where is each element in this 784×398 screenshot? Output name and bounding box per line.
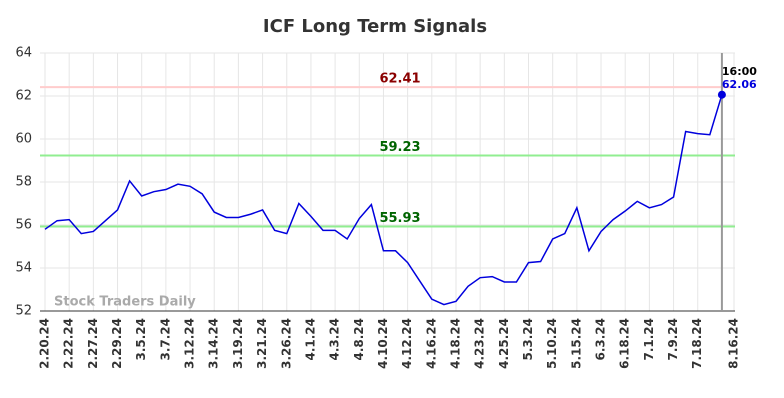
x-tick-label: 4.23.24 [473, 318, 487, 369]
x-tick-label: 2.20.24 [38, 318, 52, 369]
reference-label: 55.93 [379, 211, 420, 226]
x-tick-label: 4.8.24 [352, 318, 366, 361]
x-tick-label: 6.3.24 [594, 318, 608, 361]
watermark: Stock Traders Daily [54, 295, 196, 310]
x-tick-label: 3.21.24 [255, 318, 269, 369]
x-tick-label: 3.5.24 [134, 318, 148, 361]
x-tick-label: 7.18.24 [690, 318, 704, 369]
time-label: 16:00 [722, 65, 757, 78]
x-tick-label: 4.25.24 [497, 318, 511, 369]
y-tick-label: 62 [15, 89, 32, 104]
x-tick-label: 2.22.24 [62, 318, 76, 369]
y-tick-label: 52 [15, 304, 32, 319]
x-tick-label: 6.18.24 [618, 318, 632, 369]
y-tick-label: 58 [15, 175, 32, 190]
x-tick-label: 3.14.24 [207, 318, 221, 369]
y-tick-label: 56 [15, 218, 32, 233]
price-line [44, 94, 723, 306]
x-tick-label: 4.3.24 [328, 318, 342, 361]
x-tick-label: 3.7.24 [158, 318, 172, 361]
reference-label: 59.23 [379, 140, 420, 155]
x-tick-label: 5.10.24 [545, 318, 559, 369]
x-tick-label: 4.10.24 [376, 318, 390, 369]
y-tick-label: 54 [15, 261, 32, 276]
x-tick-label: 3.26.24 [279, 318, 293, 369]
x-tick-label: 5.15.24 [569, 318, 583, 369]
chart-title: ICF Long Term Signals [263, 16, 487, 37]
x-tick-label: 3.12.24 [183, 318, 197, 369]
x-tick-label: 4.18.24 [448, 318, 462, 369]
x-tick-label: 7.9.24 [666, 318, 680, 361]
x-tick-label: 4.12.24 [400, 318, 414, 369]
y-tick-label: 60 [15, 132, 32, 147]
x-tick-label: 8.16.24 [727, 318, 741, 369]
last-value-label: 62.06 [722, 78, 757, 91]
last-point [717, 90, 726, 99]
x-tick-label: 4.16.24 [424, 318, 438, 369]
x-tick-label: 5.3.24 [521, 318, 535, 361]
x-tick-label: 4.1.24 [303, 318, 317, 361]
y-tick-label: 64 [15, 46, 32, 61]
x-tick-label: 7.1.24 [642, 318, 656, 361]
x-tick-label: 2.27.24 [86, 318, 100, 369]
reference-label: 62.41 [379, 72, 420, 87]
x-tick-label: 2.29.24 [110, 318, 124, 369]
x-tick-label: 3.19.24 [231, 318, 245, 369]
